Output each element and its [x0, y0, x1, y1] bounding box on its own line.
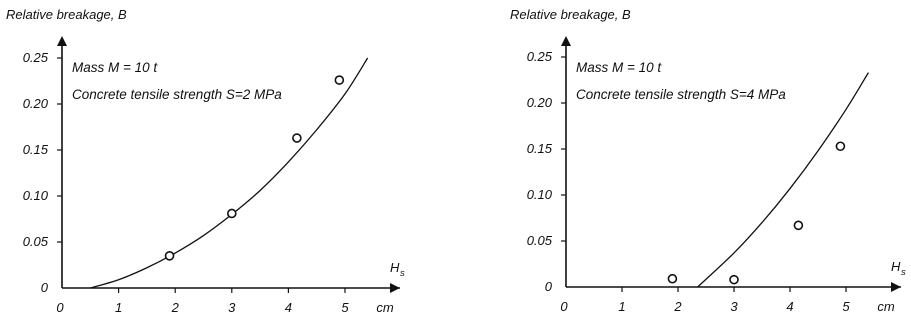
- x-axis-arrow: [390, 283, 400, 293]
- y-axis-arrow: [57, 36, 67, 46]
- x-tick-label: 4: [786, 299, 793, 314]
- data-point: [227, 208, 237, 219]
- y-tick-label: 0.20: [23, 96, 49, 111]
- data-point: [729, 274, 739, 285]
- x-axis-symbol-subscript: s: [901, 267, 906, 278]
- fitted-curve: [697, 72, 869, 288]
- y-tick-label: 0: [41, 280, 49, 295]
- x-tick-label: 2: [171, 300, 180, 315]
- chart-panel-right: 0 0.05 0.10 0.15 0.20 0.25 0 1 2 3 4 5 cm H s Relative …: [510, 7, 906, 314]
- y-tick-label: 0.25: [23, 50, 49, 65]
- y-tick-label: 0.20: [527, 95, 553, 110]
- data-point: [835, 141, 846, 152]
- y-axis-title: Relative breakage, B: [6, 7, 127, 22]
- y-tick-label: 0.05: [527, 233, 553, 248]
- x-tick-label: 2: [673, 299, 682, 314]
- y-axis-arrow: [561, 36, 571, 46]
- y-tick-label: 0: [545, 279, 553, 294]
- x-tick-label: 0: [560, 299, 568, 314]
- chart-panel-left: 0 0.05 0.10 0.15 0.20 0.25 0 1 2 3 4 5 cm H s Relative …: [6, 7, 405, 315]
- y-tick-label: 0.15: [23, 142, 49, 157]
- y-tick-label: 0.25: [527, 49, 553, 64]
- x-tick-label: 1: [115, 300, 122, 315]
- x-tick-label: 0: [56, 300, 64, 315]
- annotation: Mass M = 10 t: [576, 60, 662, 75]
- x-tick-label: 1: [618, 299, 625, 314]
- y-tick-label: 0.05: [23, 234, 49, 249]
- data-point: [667, 273, 678, 284]
- y-axis-title: Relative breakage, B: [510, 7, 631, 22]
- y-tick-label: 0.10: [23, 188, 49, 203]
- x-unit-label: cm: [376, 300, 394, 315]
- x-axis-symbol-subscript: s: [400, 268, 405, 279]
- x-tick-label: 5: [341, 300, 349, 315]
- x-tick-label: 5: [842, 299, 850, 314]
- x-tick-label: 3: [730, 299, 738, 314]
- annotation: Concrete tensile strength S=2 MPa: [72, 87, 282, 102]
- data-point: [164, 251, 175, 261]
- annotation: Concrete tensile strength S=4 MPa: [576, 87, 786, 102]
- data-point: [334, 75, 345, 85]
- y-tick-label: 0.15: [527, 141, 553, 156]
- x-tick-label: 3: [228, 300, 236, 315]
- data-point: [292, 133, 302, 143]
- data-point: [793, 220, 804, 231]
- x-unit-label: cm: [877, 299, 895, 314]
- x-tick-label: 4: [285, 300, 292, 315]
- x-axis-arrow: [891, 282, 901, 292]
- annotation: Mass M = 10 t: [72, 60, 158, 75]
- x-axis-symbol: H: [390, 260, 400, 275]
- y-tick-label: 0.10: [527, 187, 553, 202]
- x-axis-symbol: H: [891, 259, 901, 274]
